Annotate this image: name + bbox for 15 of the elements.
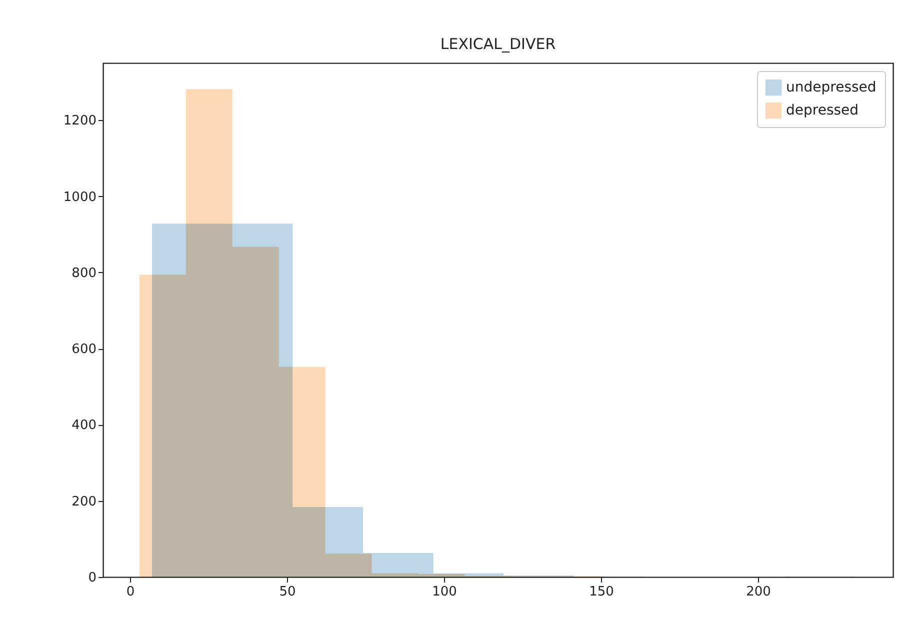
y-tick-label: 800 <box>72 266 96 281</box>
y-tick-label: 200 <box>72 494 96 510</box>
legend-label: depressed <box>786 102 859 118</box>
x-tick-label: 50 <box>279 584 296 600</box>
x-tick-label: 0 <box>126 584 135 600</box>
y-tick-label: 1200 <box>63 114 96 129</box>
y-tick-label: 400 <box>72 418 96 434</box>
legend-label: undepressed <box>786 80 876 96</box>
y-tick-label: 600 <box>72 342 96 358</box>
y-tick-label: 1000 <box>63 190 96 205</box>
x-tick-label: 100 <box>432 584 457 600</box>
y-tick-label: 0 <box>88 570 96 586</box>
x-tick-label: 150 <box>589 584 614 600</box>
chart-title: LEXICAL_DIVER <box>439 35 557 53</box>
x-tick-label: 200 <box>746 584 771 600</box>
